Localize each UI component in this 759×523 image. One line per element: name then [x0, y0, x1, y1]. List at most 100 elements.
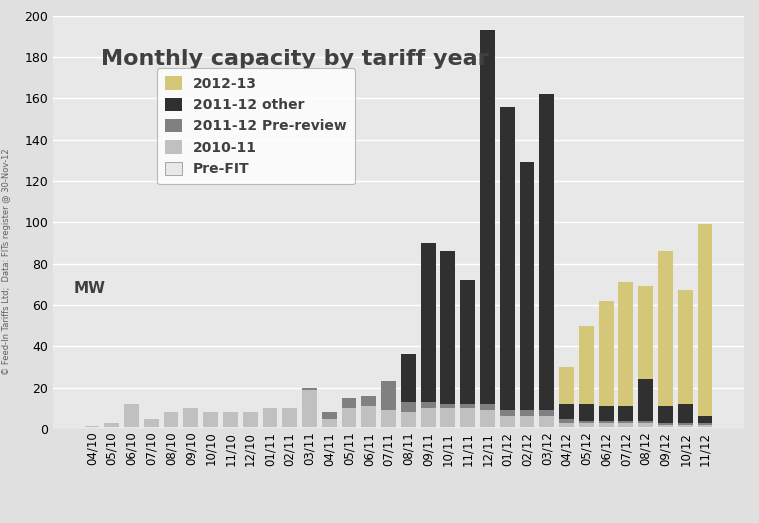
Bar: [342, 427, 357, 429]
Bar: [440, 427, 455, 429]
Bar: [520, 427, 534, 429]
Bar: [599, 427, 613, 429]
Bar: [440, 251, 455, 404]
Bar: [322, 418, 337, 427]
Bar: [559, 367, 574, 404]
Bar: [698, 425, 713, 427]
Bar: [579, 325, 594, 404]
Bar: [460, 404, 475, 408]
Bar: [184, 427, 198, 429]
Bar: [698, 423, 713, 425]
Bar: [599, 423, 613, 427]
Bar: [579, 423, 594, 427]
Bar: [579, 404, 594, 420]
Bar: [104, 427, 119, 429]
Bar: [401, 427, 416, 429]
Text: MW: MW: [74, 280, 106, 295]
Bar: [480, 410, 495, 427]
Bar: [440, 408, 455, 427]
Bar: [420, 243, 436, 402]
Bar: [619, 282, 633, 406]
Bar: [401, 402, 416, 412]
Bar: [203, 412, 218, 427]
Bar: [619, 427, 633, 429]
Bar: [282, 427, 297, 429]
Bar: [579, 427, 594, 429]
Bar: [638, 423, 653, 427]
Bar: [559, 404, 574, 418]
Bar: [559, 418, 574, 423]
Bar: [302, 390, 317, 427]
Bar: [203, 427, 218, 429]
Legend: 2012-13, 2011-12 other, 2011-12 Pre-review, 2010-11, Pre-FIT: 2012-13, 2011-12 other, 2011-12 Pre-revi…: [157, 68, 355, 185]
Bar: [223, 412, 238, 427]
Bar: [124, 404, 139, 427]
Bar: [520, 416, 534, 427]
Bar: [540, 410, 554, 416]
Bar: [361, 427, 376, 429]
Bar: [381, 427, 396, 429]
Bar: [164, 412, 178, 427]
Bar: [361, 406, 376, 427]
Bar: [243, 427, 257, 429]
Bar: [540, 416, 554, 427]
Bar: [500, 410, 515, 416]
Bar: [420, 408, 436, 427]
Bar: [84, 427, 99, 429]
Bar: [104, 423, 119, 427]
Bar: [520, 410, 534, 416]
Bar: [420, 427, 436, 429]
Bar: [243, 412, 257, 427]
Bar: [381, 381, 396, 410]
Bar: [540, 427, 554, 429]
Bar: [579, 420, 594, 423]
Bar: [223, 427, 238, 429]
Bar: [263, 427, 277, 429]
Bar: [84, 426, 99, 427]
Bar: [381, 410, 396, 427]
Bar: [460, 280, 475, 404]
Bar: [658, 425, 673, 427]
Bar: [480, 30, 495, 404]
Bar: [440, 404, 455, 408]
Bar: [500, 416, 515, 427]
Bar: [480, 427, 495, 429]
Text: Monthly capacity by tariff year: Monthly capacity by tariff year: [102, 49, 489, 69]
Bar: [520, 162, 534, 410]
Bar: [540, 94, 554, 410]
Bar: [322, 427, 337, 429]
Bar: [638, 379, 653, 420]
Bar: [500, 107, 515, 410]
Bar: [144, 418, 159, 427]
Bar: [638, 427, 653, 429]
Bar: [124, 427, 139, 429]
Bar: [599, 301, 613, 406]
Bar: [302, 427, 317, 429]
Bar: [144, 427, 159, 429]
Bar: [184, 408, 198, 427]
Bar: [619, 406, 633, 420]
Bar: [164, 427, 178, 429]
Bar: [263, 408, 277, 427]
Bar: [698, 427, 713, 429]
Bar: [698, 416, 713, 423]
Bar: [678, 404, 693, 423]
Text: © Feed-In Tariffs Ltd;  Data: FITs register @ 30-Nov-12: © Feed-In Tariffs Ltd; Data: FITs regist…: [2, 148, 11, 375]
Bar: [678, 290, 693, 404]
Bar: [678, 423, 693, 425]
Bar: [638, 420, 653, 423]
Bar: [302, 388, 317, 390]
Bar: [559, 427, 574, 429]
Bar: [599, 406, 613, 420]
Bar: [401, 355, 416, 402]
Bar: [361, 396, 376, 406]
Bar: [599, 420, 613, 423]
Bar: [401, 412, 416, 427]
Bar: [658, 423, 673, 425]
Bar: [500, 427, 515, 429]
Bar: [678, 427, 693, 429]
Bar: [420, 402, 436, 408]
Bar: [658, 406, 673, 423]
Bar: [638, 286, 653, 379]
Bar: [619, 423, 633, 427]
